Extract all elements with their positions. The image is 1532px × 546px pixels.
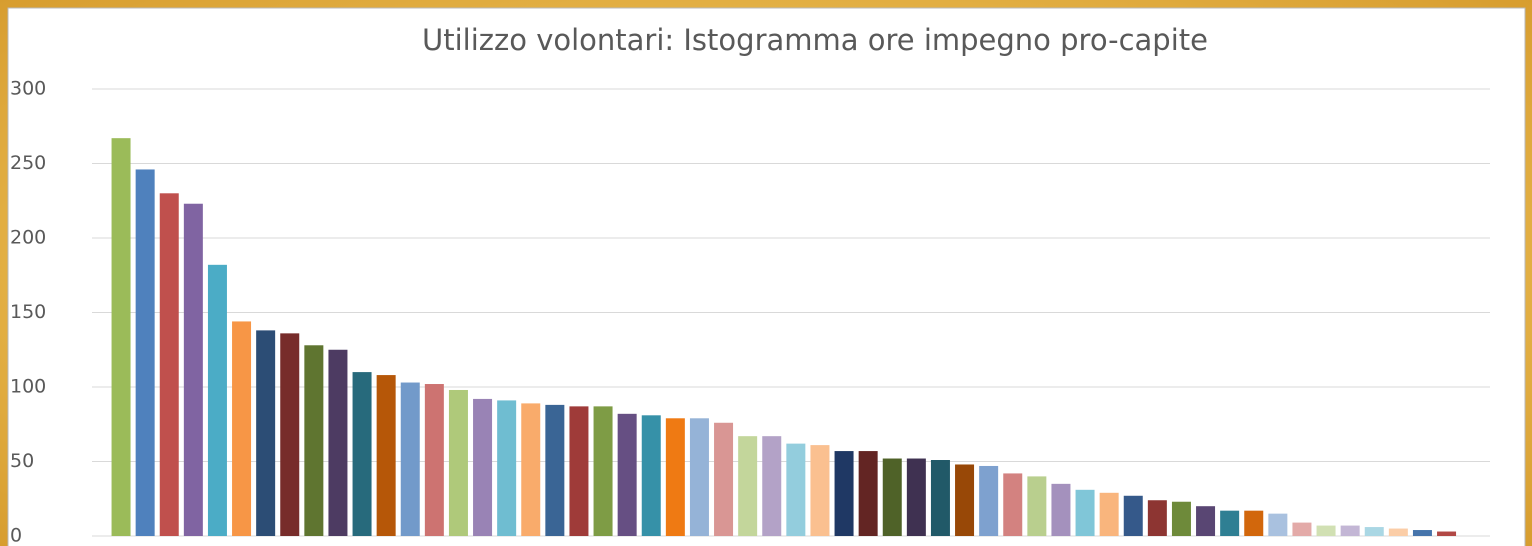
bar: [376, 375, 396, 536]
bar: [183, 203, 203, 537]
y-tick-label: 100: [10, 376, 46, 398]
bar: [1437, 531, 1457, 536]
bar: [280, 333, 300, 536]
bar: [689, 418, 709, 536]
y-tick-label: 300: [10, 78, 46, 100]
bar: [1244, 510, 1264, 536]
bar: [521, 403, 541, 536]
bar: [1003, 473, 1023, 536]
bar: [1220, 510, 1240, 536]
chart-title: Utilizzo volontari: Istogramma ore impeg…: [422, 23, 1208, 57]
bar: [135, 169, 155, 536]
y-tick-label: 250: [10, 152, 46, 174]
bar: [545, 404, 565, 536]
bar: [1123, 495, 1143, 536]
bar: [1268, 513, 1288, 536]
bar: [1051, 483, 1071, 536]
bar: [810, 445, 830, 536]
y-tick-label: 150: [10, 301, 46, 323]
bar: [979, 465, 999, 536]
bar: [424, 384, 444, 536]
bar: [328, 349, 348, 536]
y-tick-label: 50: [10, 450, 34, 472]
bar: [593, 406, 613, 536]
y-tick-label: 0: [10, 525, 22, 546]
bar: [1292, 522, 1312, 536]
bar: [714, 422, 734, 536]
bar: [1147, 500, 1167, 536]
bar: [617, 413, 637, 536]
bar: [1412, 530, 1432, 536]
bar: [906, 458, 926, 536]
bar: [1027, 476, 1047, 536]
bar: [762, 436, 782, 536]
bar: [497, 400, 517, 536]
bar: [352, 372, 372, 536]
bar: [1099, 492, 1119, 536]
bar: [834, 451, 854, 536]
bar: [1196, 506, 1216, 536]
bar: [473, 398, 493, 536]
bar: [159, 193, 179, 537]
bar: [304, 345, 324, 536]
bar: [1075, 489, 1095, 536]
bar: [569, 406, 589, 536]
bar: [858, 451, 878, 536]
bar: [1171, 501, 1191, 536]
bar: [882, 458, 902, 536]
bar: [1364, 527, 1384, 536]
bar: [232, 321, 252, 536]
bar: [448, 389, 468, 536]
bar: [1316, 525, 1336, 536]
bar: [111, 138, 131, 537]
bar: [400, 382, 420, 536]
bar: [665, 418, 685, 536]
bar: [955, 464, 975, 536]
bar: [786, 443, 806, 536]
bar: [641, 415, 661, 536]
bar: [1388, 528, 1408, 536]
bar: [738, 436, 758, 536]
bar: [1340, 525, 1360, 536]
bar: [207, 264, 227, 536]
bar: [256, 330, 276, 536]
bar: [930, 460, 950, 536]
y-tick-label: 200: [10, 227, 46, 249]
